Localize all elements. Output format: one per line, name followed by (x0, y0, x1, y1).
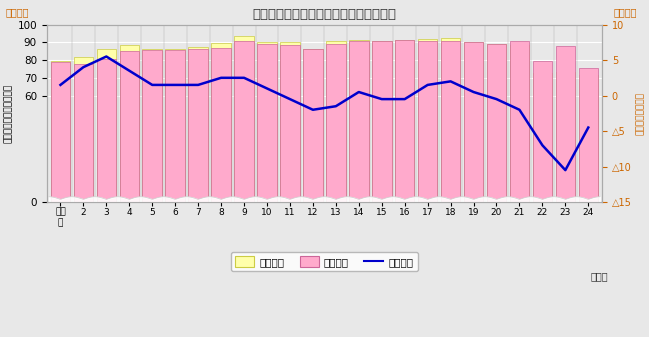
社会動態 (355, 90, 363, 94)
Bar (212, 43, 231, 202)
Y-axis label: 転入・転出者数（千人）: 転入・転出者数（千人） (4, 84, 13, 143)
Legend: 転入者数, 転出者数, 社会動態: 転入者数, 転出者数, 社会動態 (231, 252, 417, 272)
Bar (97, 50, 116, 202)
Bar (165, 49, 185, 202)
Bar (326, 44, 346, 202)
社会動態 (493, 97, 500, 101)
社会動態 (80, 65, 88, 69)
社会動態 (171, 83, 179, 87)
社会動態 (240, 76, 248, 80)
Bar (418, 41, 437, 202)
社会動態 (378, 97, 386, 101)
社会動態 (103, 55, 110, 59)
社会動態 (263, 87, 271, 91)
Bar (257, 44, 276, 202)
Bar (395, 40, 415, 202)
社会動態 (584, 125, 592, 129)
Bar (143, 49, 162, 202)
社会動態 (286, 97, 294, 101)
Bar (464, 42, 484, 202)
Bar (372, 40, 391, 202)
Bar (234, 36, 254, 202)
Text: （千人）: （千人） (613, 7, 637, 18)
社会動態 (561, 168, 569, 172)
Bar (395, 40, 415, 202)
Bar (73, 57, 93, 202)
Bar (119, 51, 139, 202)
社会動態 (470, 90, 478, 94)
Bar (349, 40, 369, 202)
社会動態 (447, 79, 454, 83)
Bar (464, 42, 484, 202)
Text: （年）: （年） (591, 271, 608, 281)
Title: 転入者数、転出者数及び社会動態の推移: 転入者数、転出者数及び社会動態の推移 (252, 8, 397, 21)
Bar (441, 41, 460, 202)
Bar (372, 40, 391, 202)
Bar (509, 41, 529, 202)
社会動態 (424, 83, 432, 87)
Bar (303, 49, 323, 202)
社会動態 (149, 83, 156, 87)
Bar (257, 42, 276, 202)
Bar (119, 45, 139, 202)
Bar (441, 38, 460, 202)
Bar (556, 72, 575, 202)
Bar (188, 47, 208, 202)
Bar (188, 49, 208, 202)
Y-axis label: 社会動態（千人）: 社会動態（千人） (636, 92, 645, 135)
Bar (533, 61, 552, 202)
Bar (487, 44, 506, 202)
Bar (349, 41, 369, 202)
Bar (556, 46, 575, 202)
Bar (509, 45, 529, 202)
社会動態 (56, 83, 64, 87)
Bar (533, 73, 552, 202)
社会動態 (539, 143, 546, 147)
Bar (234, 40, 254, 202)
社会動態 (515, 108, 523, 112)
Bar (578, 68, 598, 202)
社会動態 (217, 76, 225, 80)
社会動態 (309, 108, 317, 112)
Bar (143, 50, 162, 202)
Bar (280, 42, 300, 202)
Bar (303, 49, 323, 202)
社会動態 (401, 97, 409, 101)
Text: （千人）: （千人） (5, 7, 29, 18)
Bar (165, 50, 185, 202)
Bar (326, 41, 346, 202)
Bar (73, 64, 93, 202)
Bar (212, 48, 231, 202)
Line: 社会動態: 社会動態 (60, 57, 588, 170)
Bar (97, 59, 116, 202)
Bar (487, 44, 506, 202)
社会動態 (194, 83, 202, 87)
Bar (578, 75, 598, 202)
社会動態 (125, 69, 133, 73)
社会動態 (332, 104, 339, 108)
Bar (280, 45, 300, 202)
Bar (51, 62, 70, 202)
Bar (51, 61, 70, 202)
Bar (418, 39, 437, 202)
